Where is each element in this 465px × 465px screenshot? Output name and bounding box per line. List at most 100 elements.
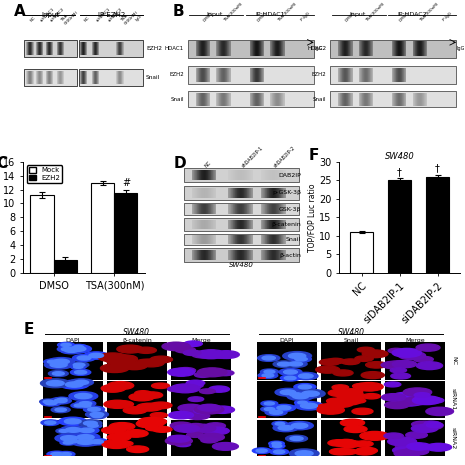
Bar (250, 235, 251, 244)
Circle shape (340, 419, 365, 426)
Bar (276, 93, 277, 106)
Circle shape (40, 399, 57, 404)
Bar (418, 93, 419, 106)
Bar (262, 93, 263, 106)
Bar (272, 250, 273, 260)
Bar (208, 235, 209, 244)
Circle shape (261, 401, 278, 406)
Bar (171, 342, 231, 379)
Bar (368, 41, 369, 56)
Bar (202, 68, 203, 82)
Circle shape (275, 422, 285, 425)
Circle shape (341, 359, 360, 365)
Bar (392, 68, 393, 82)
Bar (250, 188, 251, 198)
Bar (220, 93, 221, 106)
Bar (270, 205, 271, 213)
Bar (202, 220, 203, 229)
Bar (247, 205, 248, 213)
Bar (261, 170, 262, 180)
Bar (245, 250, 246, 260)
Circle shape (260, 369, 279, 374)
Bar (277, 235, 278, 244)
Bar (347, 68, 348, 82)
Circle shape (406, 432, 427, 438)
Circle shape (279, 369, 302, 375)
Circle shape (54, 399, 67, 403)
Bar (394, 68, 395, 82)
Circle shape (126, 446, 149, 452)
Bar (237, 235, 238, 244)
Circle shape (136, 419, 164, 428)
Bar (397, 93, 398, 106)
Circle shape (412, 396, 441, 405)
Bar (414, 93, 415, 106)
Bar (340, 68, 341, 82)
Bar (285, 188, 286, 198)
Bar (280, 220, 281, 229)
Bar (423, 41, 424, 56)
Bar (204, 170, 205, 180)
Circle shape (390, 368, 406, 373)
Bar (217, 68, 218, 82)
Circle shape (264, 407, 275, 411)
Bar (205, 68, 206, 82)
Bar (25, 40, 77, 57)
Bar (371, 68, 372, 82)
Bar (267, 235, 268, 244)
Text: β-catenin: β-catenin (122, 338, 152, 343)
Bar (284, 41, 285, 56)
Bar (198, 68, 199, 82)
Circle shape (56, 429, 72, 433)
Bar (238, 170, 239, 180)
Bar (277, 170, 278, 180)
Bar (217, 41, 218, 56)
Bar (362, 68, 363, 82)
Bar (262, 220, 263, 229)
Circle shape (189, 424, 216, 432)
Bar (269, 170, 270, 180)
Text: A: A (13, 4, 25, 19)
Bar (197, 205, 198, 213)
Circle shape (286, 435, 307, 442)
Bar (198, 93, 199, 106)
Bar (280, 188, 281, 198)
Bar (239, 205, 240, 213)
Circle shape (272, 442, 281, 445)
Bar (351, 93, 352, 106)
Bar (204, 41, 205, 56)
Bar (268, 205, 269, 213)
Bar (283, 220, 284, 229)
Bar (205, 188, 206, 198)
Bar (331, 66, 456, 84)
Bar (215, 220, 216, 229)
Bar (369, 41, 370, 56)
Bar (220, 68, 221, 82)
Bar (198, 188, 199, 198)
Bar (245, 170, 246, 180)
Bar (250, 93, 251, 106)
Bar (252, 220, 253, 229)
Bar (274, 250, 275, 260)
Bar (254, 68, 255, 82)
Bar (343, 41, 344, 56)
Circle shape (188, 424, 203, 428)
Bar (184, 248, 299, 262)
Bar (262, 205, 263, 213)
Bar (240, 235, 241, 244)
Bar (234, 170, 235, 180)
Bar (229, 170, 230, 180)
Bar (243, 220, 244, 229)
Circle shape (392, 348, 421, 357)
Circle shape (129, 393, 154, 401)
Bar (226, 93, 227, 106)
Bar (270, 235, 271, 244)
Circle shape (73, 365, 83, 368)
Bar (263, 93, 264, 106)
Bar (281, 205, 282, 213)
Text: Input: Input (41, 13, 59, 18)
Bar (351, 68, 352, 82)
Bar (221, 68, 222, 82)
Bar (194, 170, 195, 180)
Bar (342, 93, 343, 106)
